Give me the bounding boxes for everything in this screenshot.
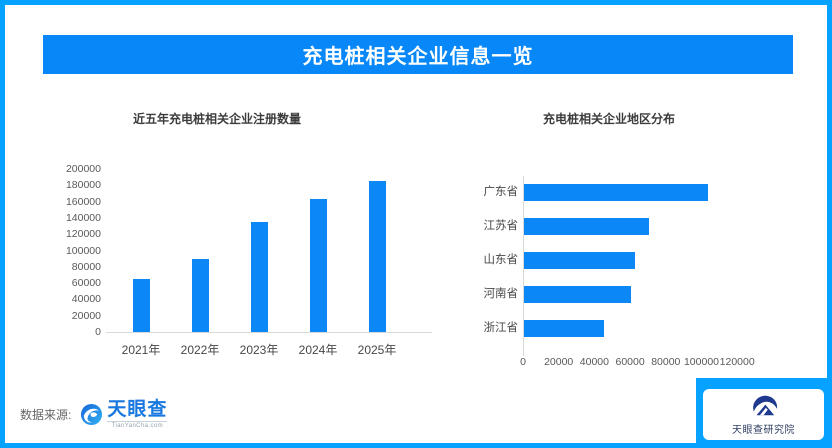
y-axis-tick-label: 60000	[71, 277, 101, 290]
y-axis-tick-label: 40000	[71, 293, 101, 306]
bar	[524, 320, 604, 338]
data-source: 数据来源: 天眼查 TianYanCha.com	[20, 399, 168, 429]
institute-badge: 天眼查研究院	[703, 389, 824, 440]
bar	[524, 286, 631, 304]
x-axis-tick-label: 100000	[683, 356, 720, 368]
y-axis-tick-label: 20000	[71, 309, 101, 322]
x-axis-tick-label: 80000	[651, 356, 681, 368]
x-axis-category-label: 2023年	[239, 343, 279, 357]
y-axis-tick-label: 160000	[65, 195, 101, 208]
y-axis-category-label: 山东省	[483, 254, 519, 267]
institute-badge-background: 天眼查研究院	[696, 378, 827, 443]
x-axis-tick-label: 40000	[579, 356, 609, 368]
bar	[524, 252, 635, 270]
tianyancha-logo: 天眼查 TianYanCha.com	[80, 399, 168, 429]
y-axis-category-label: 广东省	[483, 186, 519, 199]
bar	[524, 184, 708, 202]
y-axis-line	[523, 176, 524, 356]
tianyancha-logo-subtext: TianYanCha.com	[107, 421, 168, 429]
x-axis-category-label: 2022年	[180, 343, 220, 357]
y-axis-tick-label: 140000	[65, 211, 101, 224]
registrations-bar-chart: 0 20000 40000 60000 80000 100000 120000 140000 1…	[60, 160, 455, 375]
x-axis-tick-label: 0	[520, 356, 526, 368]
x-axis-category-label: 2021年	[121, 343, 161, 357]
y-axis-category-label: 河南省	[483, 288, 519, 301]
y-axis-tick-label: 0	[95, 326, 101, 338]
y-axis-category-label: 江苏省	[483, 220, 519, 233]
x-axis-tick-label: 60000	[615, 356, 645, 368]
tianyancha-logo-text-block: 天眼查 TianYanCha.com	[107, 399, 168, 429]
x-axis-tick-label: 120000	[719, 356, 755, 368]
y-axis-tick-label: 120000	[65, 228, 101, 241]
regions-chart-title: 充电桩相关企业地区分布	[543, 112, 676, 126]
registrations-chart-title: 近五年充电桩相关企业注册数量	[133, 112, 302, 126]
x-axis-line	[106, 332, 432, 333]
x-axis-tick-label: 20000	[544, 356, 574, 368]
data-source-label: 数据来源:	[20, 408, 72, 422]
bar	[310, 199, 327, 332]
tianyancha-eye-icon	[81, 403, 103, 426]
y-axis-tick-label: 200000	[65, 163, 101, 175]
bar	[133, 279, 150, 332]
bar	[369, 181, 386, 332]
regions-bar-chart: 广东省江苏省山东省河南省浙江省 0 20000 40000 60000 80000 1000…	[470, 160, 790, 375]
y-axis-tick-label: 100000	[65, 244, 101, 257]
y-axis-tick-label: 180000	[65, 179, 101, 192]
title-banner: 充电桩相关企业信息一览	[43, 35, 793, 74]
y-axis-tick-label: 80000	[71, 260, 101, 273]
y-axis-category-label: 浙江省	[483, 322, 519, 335]
institute-name: 天眼查研究院	[732, 425, 795, 436]
tianyancha-logo-text: 天眼查	[107, 399, 168, 420]
bar	[192, 259, 209, 332]
page-title: 充电桩相关企业信息一览	[302, 46, 534, 68]
institute-logo-icon	[752, 395, 777, 416]
x-axis-category-label: 2024年	[298, 343, 338, 357]
x-axis-category-label: 2025年	[357, 343, 397, 357]
bar	[524, 218, 649, 236]
bar	[251, 222, 268, 332]
